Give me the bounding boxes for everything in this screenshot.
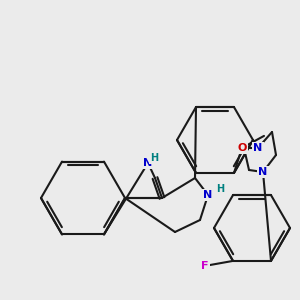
Text: H: H bbox=[216, 184, 224, 194]
Text: H: H bbox=[150, 153, 158, 163]
Text: N: N bbox=[143, 158, 153, 168]
Text: F: F bbox=[201, 261, 209, 271]
Text: N: N bbox=[258, 167, 268, 177]
Text: O: O bbox=[237, 143, 247, 153]
Text: N: N bbox=[203, 190, 213, 200]
Text: N: N bbox=[254, 143, 262, 153]
